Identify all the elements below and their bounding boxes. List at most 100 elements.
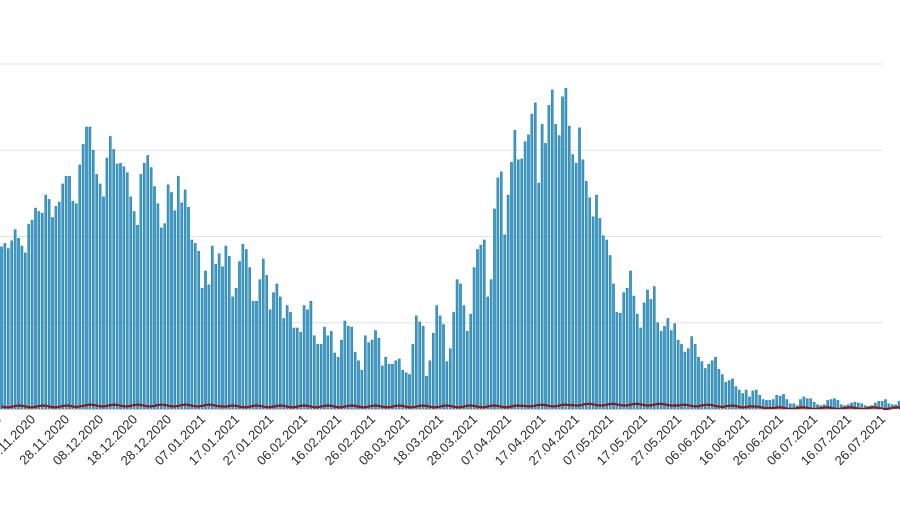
bar-189 [642, 302, 646, 410]
bar-157 [534, 102, 537, 410]
bar-173 [588, 197, 591, 410]
bar-54 [183, 189, 187, 410]
bar-109 [370, 339, 374, 410]
bar-181 [615, 312, 619, 410]
bar-34 [115, 163, 119, 410]
bar-110 [374, 330, 377, 410]
bar-75 [255, 300, 258, 410]
bar-159 [540, 124, 544, 410]
bar-171 [581, 159, 585, 410]
bar-17 [58, 201, 61, 410]
bar-143 [486, 296, 490, 410]
bar-212 [721, 374, 724, 410]
bar-191 [649, 299, 653, 410]
bar-148 [503, 234, 507, 410]
bar-199 [676, 339, 680, 410]
bar-81 [275, 283, 279, 410]
bar-98 [333, 352, 337, 410]
bar-184 [625, 288, 629, 410]
bar-1 [3, 243, 7, 410]
bar-185 [629, 270, 632, 410]
bar-94 [319, 344, 323, 410]
bar-64 [217, 253, 221, 410]
bar-160 [544, 143, 547, 410]
line-series [1, 402, 900, 411]
bar-167 [568, 125, 571, 410]
bar-121 [411, 344, 415, 410]
bar-15 [51, 217, 54, 410]
bar-62 [210, 245, 214, 410]
bar-208 [707, 363, 710, 410]
bar-132 [449, 348, 452, 410]
bar-79 [268, 309, 272, 410]
bar-24 [81, 144, 85, 410]
bar-194 [659, 331, 663, 410]
bar-30 [102, 196, 105, 410]
bar-118 [401, 369, 405, 410]
bar-7 [24, 252, 27, 410]
bar-48 [163, 223, 167, 410]
bar-176 [598, 218, 602, 410]
bar-3 [10, 240, 14, 410]
bar-161 [547, 105, 551, 410]
bar-67 [227, 256, 231, 410]
bar-192 [653, 286, 656, 410]
bar-44 [149, 167, 153, 410]
bar-140 [476, 249, 479, 410]
bar-155 [527, 134, 530, 410]
bar-47 [159, 227, 163, 410]
bar-142 [483, 239, 486, 410]
bar-135 [459, 283, 462, 410]
bar-22 [74, 203, 78, 410]
bar-97 [330, 331, 333, 410]
bar-165 [561, 96, 564, 410]
bar-14 [47, 199, 51, 410]
bar-111 [377, 338, 381, 410]
bar-168 [571, 154, 574, 410]
bar-139 [472, 267, 476, 410]
bar-178 [605, 239, 608, 410]
bar-87 [296, 327, 299, 410]
bar-147 [500, 171, 503, 410]
bar-154 [523, 141, 527, 410]
bar-88 [299, 332, 303, 410]
bar-31 [105, 157, 109, 410]
bar-158 [537, 182, 540, 410]
bar-37 [125, 172, 129, 410]
bar-117 [398, 358, 401, 410]
bar-203 [690, 336, 693, 410]
bar-72 [244, 249, 248, 410]
bar-57 [193, 243, 197, 410]
bar-211 [717, 369, 721, 410]
bar-102 [347, 326, 350, 410]
bar-169 [574, 162, 578, 410]
bar-84 [285, 305, 289, 410]
bar-101 [343, 320, 347, 410]
bar-103 [350, 326, 354, 410]
bar-73 [248, 267, 252, 410]
bar-172 [585, 181, 588, 410]
bar-89 [302, 305, 306, 410]
bar-95 [323, 326, 326, 410]
bar-177 [602, 235, 605, 410]
bar-16 [54, 206, 58, 410]
bar-209 [710, 360, 714, 410]
bar-205 [697, 357, 700, 410]
bar-96 [326, 335, 330, 410]
bar-76 [258, 279, 262, 410]
bar-5 [17, 238, 20, 410]
bar-182 [619, 313, 622, 410]
bar-134 [455, 279, 459, 410]
bar-33 [112, 149, 115, 410]
bar-35 [119, 162, 122, 410]
bar-126 [428, 360, 432, 410]
bar-40 [136, 225, 139, 410]
bar-61 [207, 284, 211, 410]
bar-56 [190, 239, 194, 410]
bar-131 [445, 361, 449, 410]
bar-105 [357, 360, 360, 410]
bar-193 [656, 322, 659, 410]
bar-65 [221, 266, 224, 410]
bar-4 [13, 229, 17, 410]
